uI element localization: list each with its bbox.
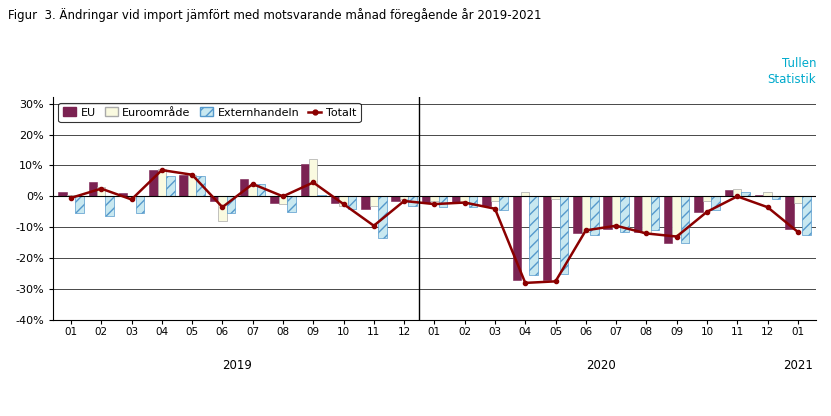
Bar <box>741 192 750 196</box>
Text: Tullen
Statistik: Tullen Statistik <box>767 57 816 87</box>
Bar <box>772 196 780 199</box>
Bar <box>135 196 145 213</box>
Bar <box>521 192 529 196</box>
Bar <box>188 175 196 196</box>
Bar <box>309 159 317 196</box>
Bar <box>499 196 508 210</box>
Bar <box>482 196 491 206</box>
Bar <box>331 196 339 203</box>
Bar <box>560 196 568 274</box>
Bar <box>89 183 97 196</box>
Bar <box>543 196 551 280</box>
Text: 2019: 2019 <box>223 359 253 372</box>
Bar <box>370 196 378 206</box>
Bar <box>347 196 356 209</box>
Bar <box>430 196 439 201</box>
Bar <box>270 196 278 203</box>
Text: 2021: 2021 <box>783 359 813 372</box>
Bar <box>785 196 794 229</box>
Bar <box>573 196 582 233</box>
Bar <box>339 196 347 206</box>
Bar <box>582 196 590 232</box>
Bar <box>651 196 659 230</box>
Bar <box>179 175 188 196</box>
Bar <box>288 196 296 212</box>
Bar <box>513 196 521 280</box>
Bar <box>642 196 651 233</box>
Bar <box>149 170 158 196</box>
Bar <box>711 196 720 210</box>
Bar <box>219 196 227 221</box>
Text: 2020: 2020 <box>586 359 616 372</box>
Bar <box>551 196 560 199</box>
Text: Figur  3. Ändringar vid import jämfört med motsvarande månad föregående år 2019-: Figur 3. Ändringar vid import jämfört me… <box>8 8 542 22</box>
Bar <box>278 196 288 204</box>
Bar <box>491 196 499 201</box>
Bar <box>664 196 672 243</box>
Bar <box>764 192 772 196</box>
Bar <box>361 196 370 209</box>
Bar <box>755 195 764 196</box>
Bar <box>733 188 741 196</box>
Bar <box>672 196 681 235</box>
Bar <box>681 196 690 243</box>
Bar <box>634 196 642 232</box>
Bar <box>106 196 114 216</box>
Bar <box>400 196 408 199</box>
Bar <box>378 196 386 238</box>
Bar <box>158 168 166 196</box>
Bar <box>621 196 629 232</box>
Bar <box>119 193 127 196</box>
Bar <box>703 196 711 201</box>
Bar <box>257 184 265 196</box>
Bar <box>317 195 326 196</box>
Bar <box>408 196 417 206</box>
Bar <box>227 196 235 213</box>
Bar <box>590 196 598 235</box>
Bar <box>166 176 175 196</box>
Bar <box>460 196 469 203</box>
Bar <box>694 196 703 212</box>
Bar <box>421 196 430 203</box>
Bar <box>97 187 106 196</box>
Bar <box>794 196 802 203</box>
Bar <box>439 196 447 207</box>
Bar <box>248 186 257 196</box>
Bar <box>725 190 733 196</box>
Bar <box>196 176 204 196</box>
Bar <box>127 196 135 198</box>
Bar <box>529 196 538 275</box>
Bar <box>469 196 477 207</box>
Bar <box>209 196 219 201</box>
Bar <box>301 164 309 196</box>
Bar <box>391 196 400 201</box>
Bar <box>75 196 84 213</box>
Legend: EU, Euroområde, Externhandeln, Totalt: EU, Euroområde, Externhandeln, Totalt <box>58 103 361 122</box>
Bar <box>603 196 612 229</box>
Bar <box>612 196 621 227</box>
Bar <box>452 196 460 203</box>
Bar <box>240 179 248 196</box>
Bar <box>66 195 75 196</box>
Bar <box>58 192 66 196</box>
Bar <box>802 196 810 235</box>
